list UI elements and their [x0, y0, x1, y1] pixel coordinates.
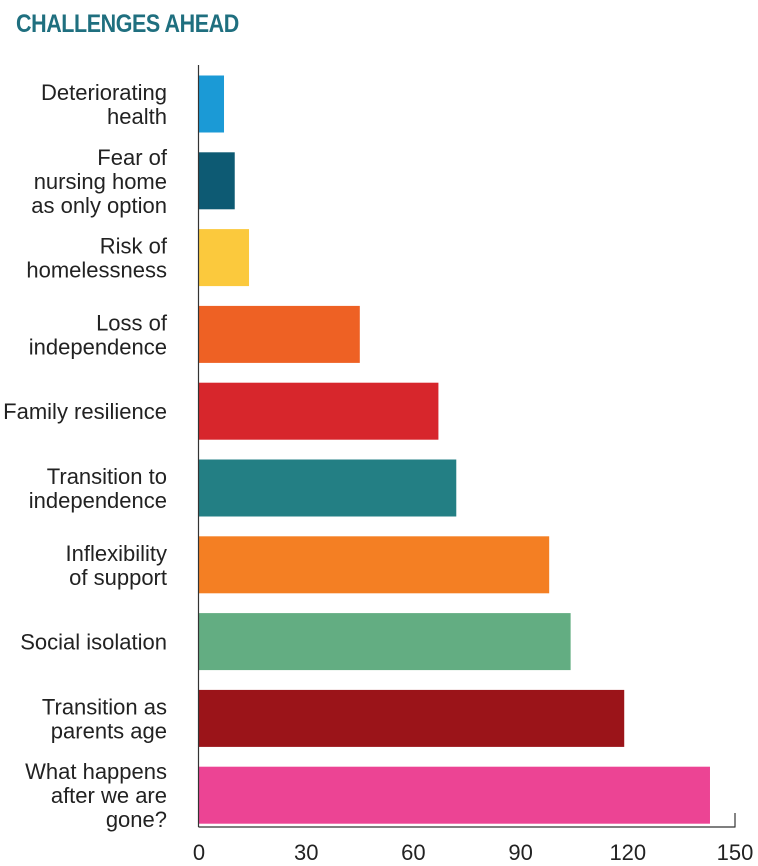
category-label-line: independence	[29, 334, 167, 359]
category-label-line: nursing home	[34, 169, 167, 194]
x-tick-label-1: 30	[294, 840, 318, 865]
bar-3	[199, 305, 360, 363]
category-label-6: Inflexibility of support	[66, 541, 167, 590]
bar-7	[199, 613, 571, 671]
category-label-line: What happens	[25, 759, 167, 784]
axes: 0 30 60 90 120 150	[193, 65, 753, 865]
category-label-0: Deteriorating health	[41, 80, 167, 129]
bar-5	[199, 459, 457, 517]
category-label-4: Family resilience	[3, 399, 167, 424]
category-label-line: homelessness	[26, 258, 167, 283]
bar-4	[199, 382, 439, 440]
category-label-2: Risk of homelessness	[26, 234, 168, 283]
bar-1	[199, 152, 235, 210]
x-tick-label-3: 90	[508, 840, 532, 865]
category-label-8: Transition as parents age	[42, 694, 167, 743]
bar-8	[199, 689, 625, 747]
category-label-line: Social isolation	[20, 630, 167, 655]
category-label-line: of support	[69, 565, 167, 590]
category-label-1: Fear of nursing home as only option	[31, 145, 168, 218]
bar-2	[199, 229, 250, 287]
bar-9	[199, 766, 710, 824]
category-label-line: Inflexibility	[66, 541, 167, 566]
chart-title: CHALLENGES AHEAD	[16, 10, 239, 38]
category-label-line: Transition as	[42, 694, 167, 719]
category-label-line: health	[107, 104, 167, 129]
category-label-9: What happens after we are gone?	[25, 759, 167, 832]
category-label-5: Transition to independence	[29, 464, 167, 513]
bar-0	[199, 75, 225, 133]
bar-6	[199, 536, 550, 594]
category-label-line: Family resilience	[3, 399, 167, 424]
category-labels: Deteriorating health Fear of nursing home as…	[3, 80, 168, 832]
category-label-line: as only option	[31, 193, 167, 218]
category-label-line: after we are	[51, 783, 167, 808]
category-label-line: Risk of	[100, 234, 168, 259]
category-label-line: Loss of	[96, 310, 168, 335]
category-label-7: Social isolation	[20, 630, 167, 655]
x-tick-label-5: 150	[717, 840, 754, 865]
category-label-line: Transition to	[47, 464, 167, 489]
category-label-line: Fear of	[97, 145, 168, 170]
x-tick-label-4: 120	[609, 840, 646, 865]
category-label-line: independence	[29, 488, 167, 513]
x-tick-label-2: 60	[401, 840, 425, 865]
category-label-line: Deteriorating	[41, 80, 167, 105]
category-label-3: Loss of independence	[29, 310, 168, 359]
bars-layer	[199, 75, 710, 824]
category-label-line: parents age	[51, 718, 167, 743]
category-label-line: gone?	[106, 807, 167, 832]
x-tick-label-0: 0	[193, 840, 205, 865]
